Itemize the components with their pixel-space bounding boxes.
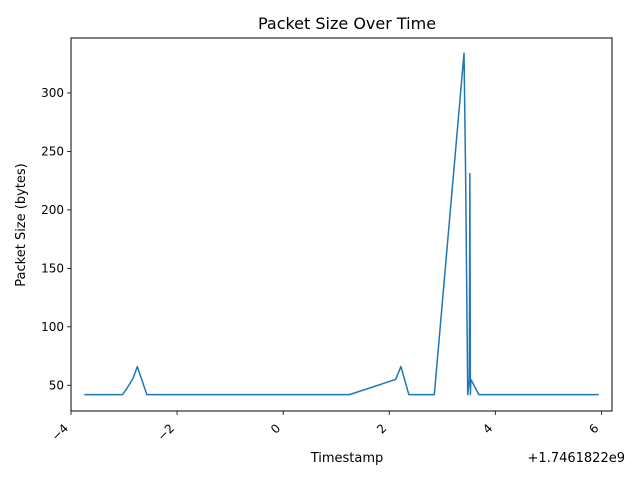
- y-tick-label: 50: [49, 378, 64, 392]
- y-tick-label: 200: [41, 203, 64, 217]
- y-tick-label: 250: [41, 144, 64, 158]
- series-line: [84, 52, 599, 396]
- y-axis-label: Packet Size (bytes): [14, 163, 29, 286]
- plot-frame: [70, 37, 613, 412]
- chart-title: Packet Size Over Time: [258, 14, 436, 33]
- y-tick-label: 100: [41, 320, 64, 334]
- y-tick-label: 300: [41, 86, 64, 100]
- y-tick-label: 150: [41, 261, 64, 275]
- x-axis-label: Timestamp: [310, 451, 384, 466]
- x-axis-offset-label: +1.7461822e9: [528, 451, 625, 466]
